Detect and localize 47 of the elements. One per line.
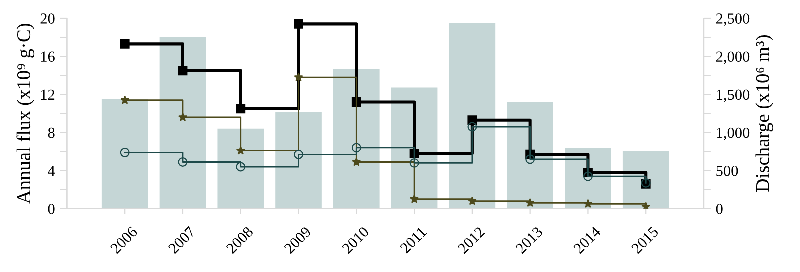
y2-axis-title: Discharge (x10⁶ m³) xyxy=(756,36,774,192)
point xyxy=(294,19,304,29)
point xyxy=(642,202,651,209)
point xyxy=(352,158,362,166)
y2-tick-label: 2,000 xyxy=(716,52,750,64)
point xyxy=(352,143,362,153)
point xyxy=(120,148,130,158)
bar xyxy=(622,151,670,209)
y2-tick-label: 500 xyxy=(716,166,738,176)
y2-tick-label: 0 xyxy=(716,204,723,214)
y2-tick-label: 1,000 xyxy=(717,128,750,140)
y-tick-label: 0 xyxy=(48,204,55,214)
point xyxy=(410,194,420,204)
point xyxy=(583,172,593,182)
point xyxy=(178,66,188,76)
x-tick-label: 2011 xyxy=(400,226,428,254)
point xyxy=(294,150,304,160)
point xyxy=(120,96,130,104)
y-tick-label: 16 xyxy=(41,52,55,62)
point xyxy=(526,198,535,208)
y-tick-label: 8 xyxy=(48,128,55,138)
point xyxy=(584,199,593,208)
point xyxy=(294,72,304,82)
y-tick-label: 20 xyxy=(40,14,55,24)
bar xyxy=(218,128,264,209)
y-tick-label: 12 xyxy=(41,90,55,100)
point xyxy=(236,146,246,155)
point xyxy=(468,122,478,132)
point xyxy=(236,104,246,114)
bar xyxy=(334,70,380,209)
point xyxy=(236,162,246,172)
y2-tick-label: 1,500 xyxy=(717,90,750,102)
y2-tick-label: 2,500 xyxy=(716,14,750,26)
point xyxy=(178,158,188,167)
point xyxy=(120,39,130,49)
bar xyxy=(102,99,148,209)
point xyxy=(178,112,188,122)
point xyxy=(526,154,536,164)
y-axis-title: Annual flux (x10⁹ g·C) xyxy=(16,24,35,204)
point xyxy=(468,196,477,206)
bar xyxy=(276,112,322,209)
bar xyxy=(391,88,438,209)
point xyxy=(410,158,420,168)
bar xyxy=(507,102,554,209)
bar xyxy=(160,38,206,209)
y-tick-label: 4 xyxy=(48,166,56,176)
bar xyxy=(449,23,496,209)
